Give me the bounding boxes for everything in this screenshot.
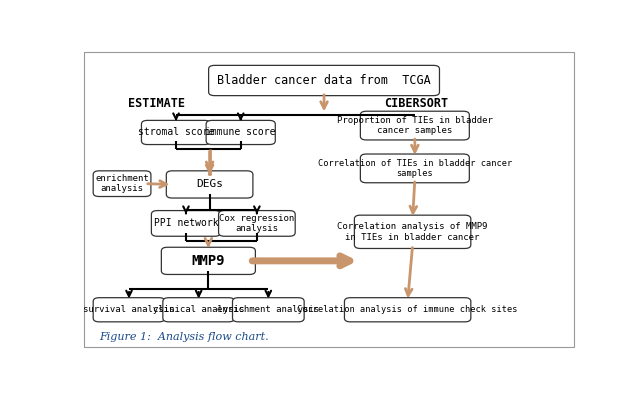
- FancyBboxPatch shape: [218, 210, 295, 236]
- Text: Figure 1:  Analysis flow chart.: Figure 1: Analysis flow chart.: [99, 331, 269, 341]
- FancyBboxPatch shape: [354, 215, 471, 249]
- FancyBboxPatch shape: [152, 210, 221, 236]
- FancyBboxPatch shape: [360, 154, 469, 183]
- Text: DEGs: DEGs: [196, 179, 223, 189]
- FancyBboxPatch shape: [93, 298, 165, 322]
- Text: Correlation of TIEs in bladder cancer
samples: Correlation of TIEs in bladder cancer sa…: [318, 159, 512, 178]
- FancyBboxPatch shape: [232, 298, 304, 322]
- Text: enrichment analysis: enrichment analysis: [217, 305, 319, 314]
- Text: Cox regression
analysis: Cox regression analysis: [220, 214, 295, 233]
- FancyBboxPatch shape: [161, 247, 256, 274]
- Text: CIBERSORT: CIBERSORT: [384, 97, 448, 110]
- Text: Proportion of TIEs in bladder
cancer samples: Proportion of TIEs in bladder cancer sam…: [337, 116, 493, 135]
- FancyBboxPatch shape: [360, 111, 469, 140]
- FancyBboxPatch shape: [345, 298, 471, 322]
- Text: stromal score: stromal score: [138, 127, 214, 137]
- FancyBboxPatch shape: [141, 120, 211, 145]
- FancyBboxPatch shape: [93, 171, 151, 197]
- FancyBboxPatch shape: [209, 66, 440, 96]
- Text: Bladder cancer data from  TCGA: Bladder cancer data from TCGA: [217, 74, 431, 87]
- Text: enrichment
analysis: enrichment analysis: [95, 174, 149, 193]
- FancyBboxPatch shape: [84, 52, 574, 347]
- FancyBboxPatch shape: [166, 171, 253, 198]
- Text: ESTIMATE: ESTIMATE: [128, 97, 184, 110]
- FancyBboxPatch shape: [163, 298, 234, 322]
- Text: Correlation analysis of immune check sites: Correlation analysis of immune check sit…: [297, 305, 518, 314]
- Text: clinical analysis: clinical analysis: [153, 305, 245, 314]
- Text: MMP9: MMP9: [191, 254, 225, 268]
- Text: Correlation analysis of MMP9
in TIEs in bladder cancer: Correlation analysis of MMP9 in TIEs in …: [337, 222, 488, 241]
- FancyBboxPatch shape: [206, 120, 275, 145]
- Text: survival analysis: survival analysis: [83, 305, 175, 314]
- Text: PPI network: PPI network: [153, 218, 218, 228]
- Text: immune score: immune score: [205, 127, 276, 137]
